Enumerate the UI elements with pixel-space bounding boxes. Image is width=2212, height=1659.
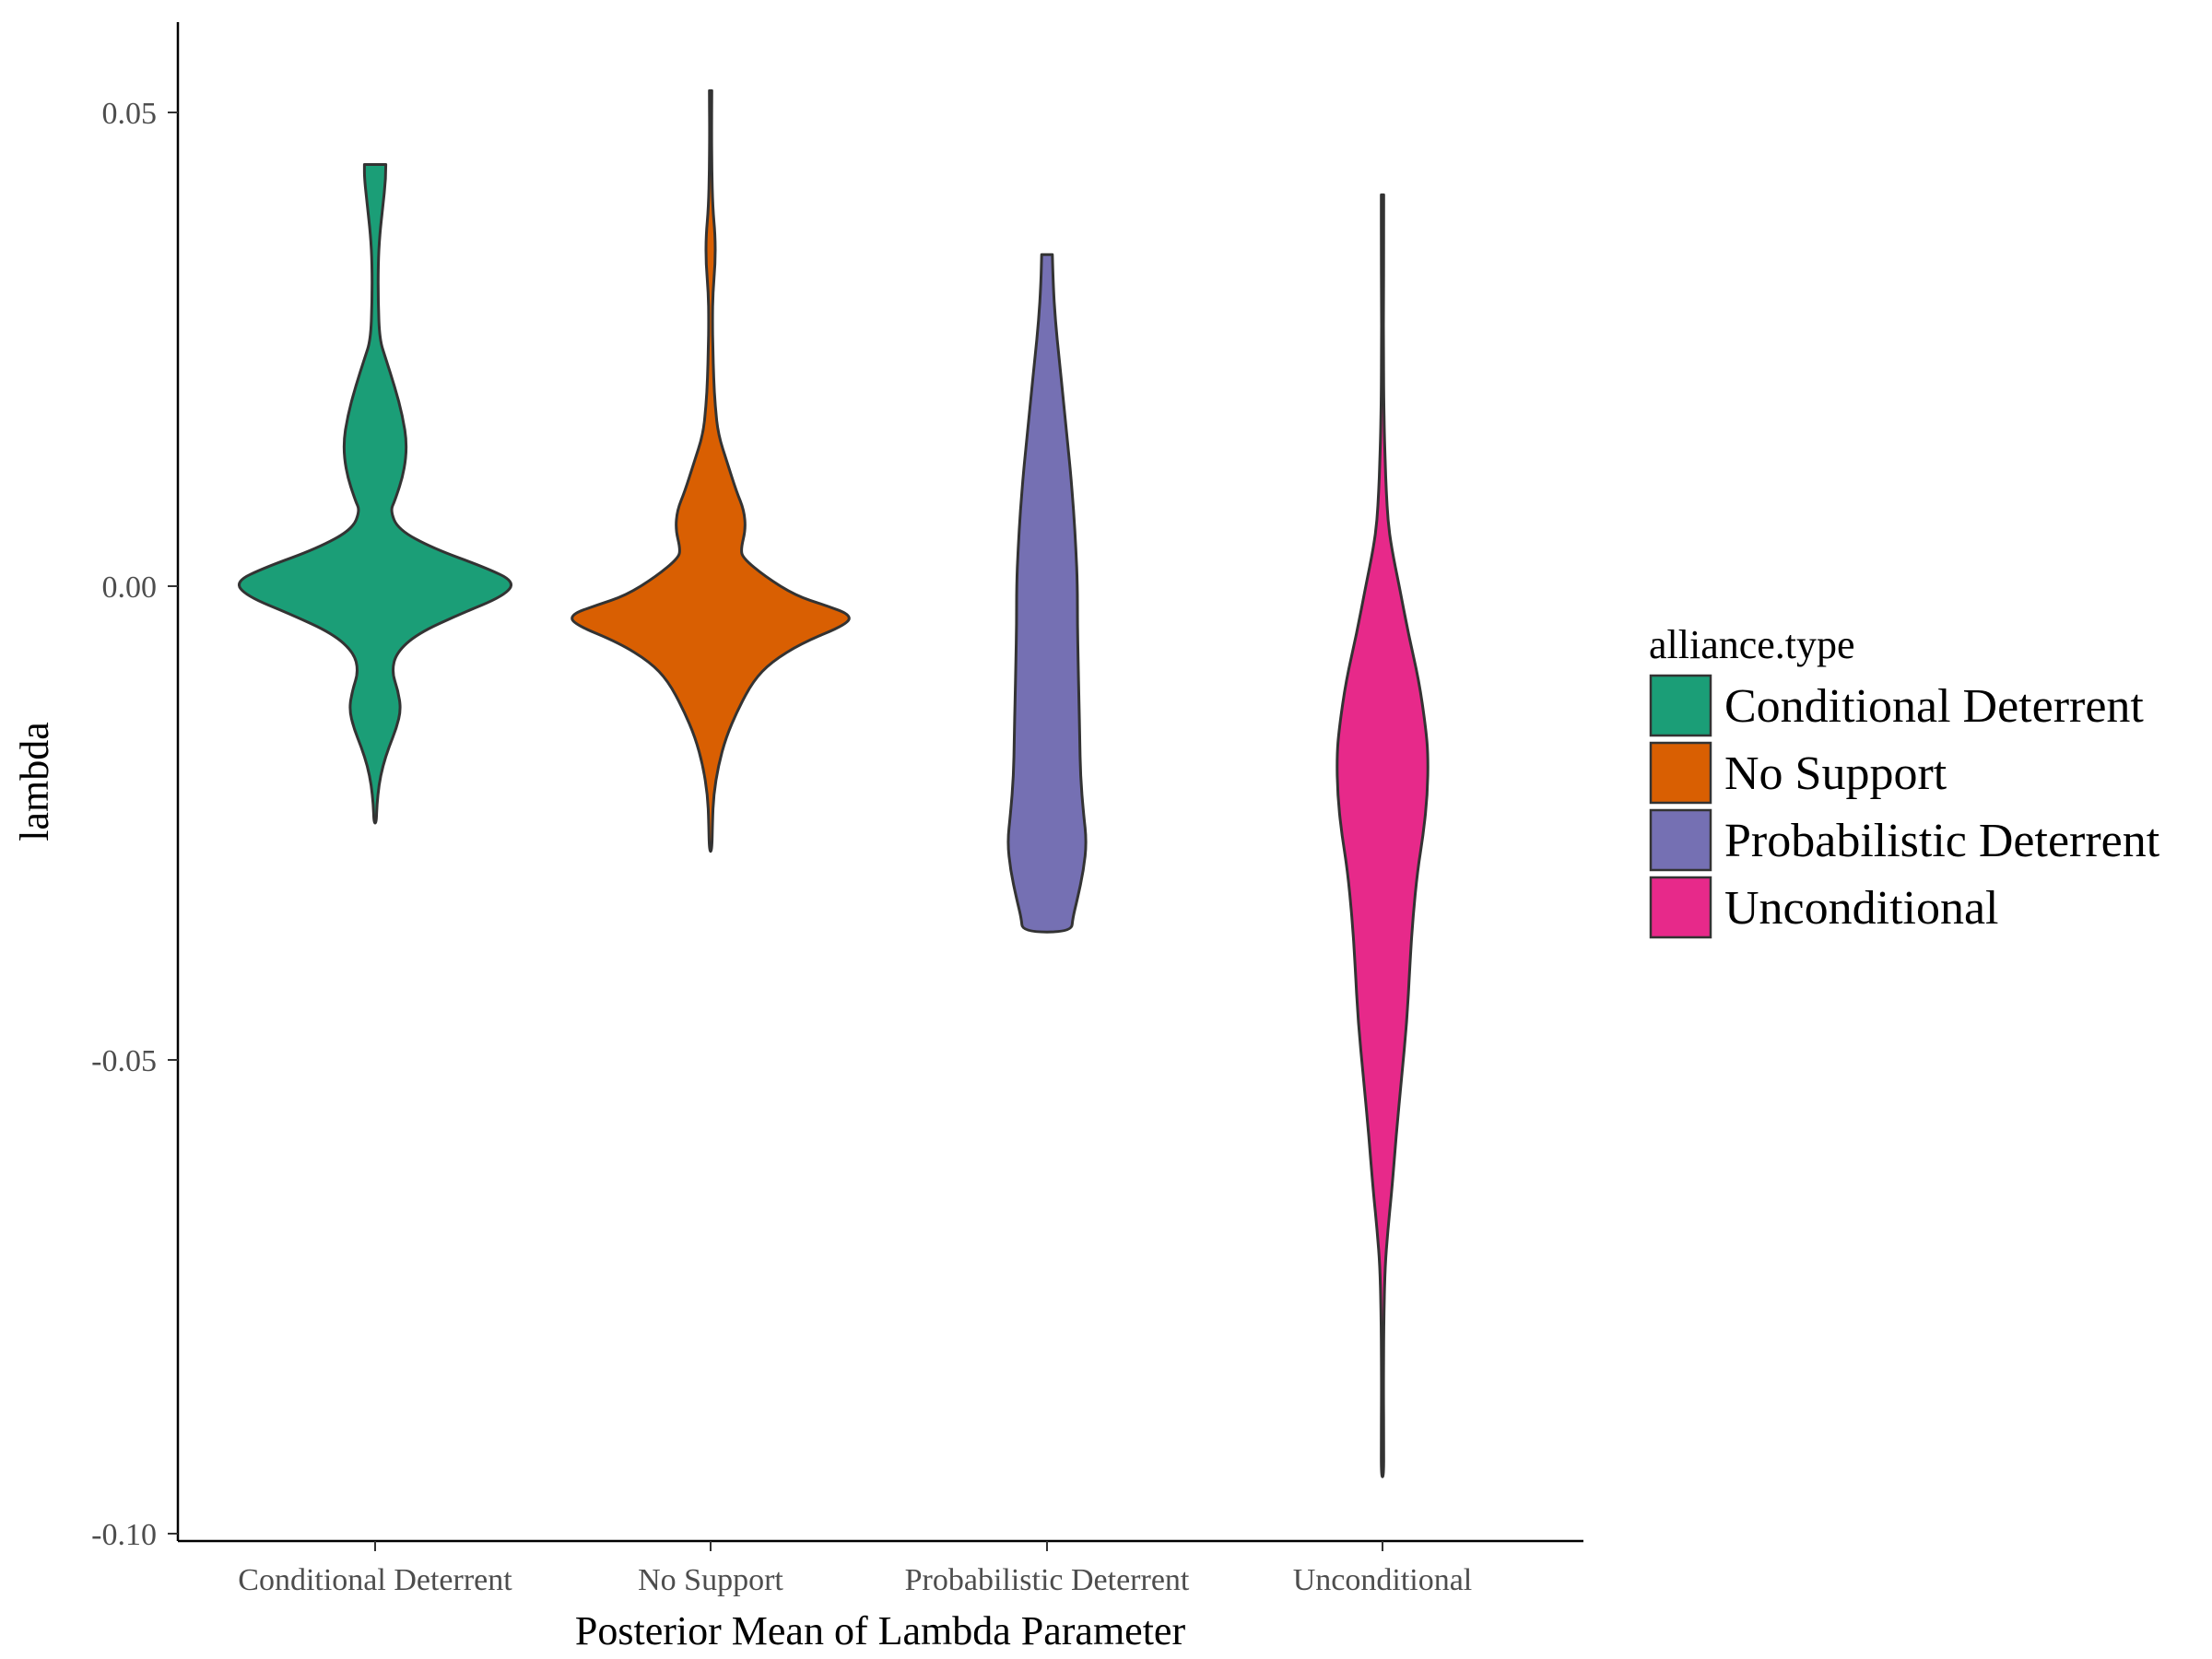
x-tick-label: Conditional Deterrent xyxy=(238,1563,512,1597)
y-ticks: 0.05 0.00 -0.05 -0.10 xyxy=(91,97,178,1552)
x-tick-label: Unconditional xyxy=(1293,1563,1473,1597)
violin-probabilistic-deterrent xyxy=(1006,253,1088,934)
legend-title: alliance.type xyxy=(1649,622,1855,667)
legend-swatch xyxy=(1649,741,1712,805)
violins-layer xyxy=(238,88,1430,1478)
y-tick-label: 0.05 xyxy=(102,97,158,131)
legend-swatch xyxy=(1649,876,1712,939)
legend: alliance.type Conditional Deterrent No Su… xyxy=(1649,622,2160,939)
legend-label: Unconditional xyxy=(1724,882,1999,935)
x-ticks: Conditional Deterrent No Support Probabili… xyxy=(238,1541,1472,1597)
legend-swatch xyxy=(1649,674,1712,737)
violin-no-support xyxy=(571,88,851,853)
x-axis-title: Posterior Mean of Lambda Parameter xyxy=(575,1608,1186,1653)
y-tick-label: -0.10 xyxy=(91,1518,157,1552)
legend-label: Conditional Deterrent xyxy=(1724,680,2144,733)
legend-label: No Support xyxy=(1724,747,1947,800)
y-tick-label: -0.05 xyxy=(91,1044,157,1078)
y-axis-title: lambda xyxy=(12,722,57,841)
x-tick-label: No Support xyxy=(638,1563,783,1597)
violin-conditional-deterrent xyxy=(238,163,512,825)
x-tick-label: Probabilistic Deterrent xyxy=(905,1563,1190,1597)
y-tick-label: 0.00 xyxy=(102,571,158,605)
legend-label: Probabilistic Deterrent xyxy=(1724,815,2160,867)
violin-unconditional xyxy=(1335,193,1430,1478)
legend-swatch xyxy=(1649,808,1712,872)
